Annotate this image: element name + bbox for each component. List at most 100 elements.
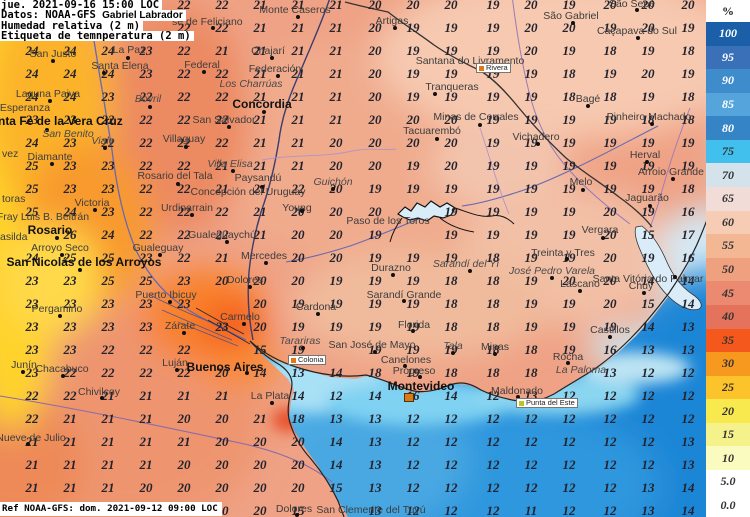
temperature-label: 22 bbox=[63, 388, 77, 403]
city-label: Dolores bbox=[275, 503, 313, 515]
city-dot bbox=[578, 289, 582, 293]
city-dot bbox=[550, 276, 554, 280]
temperature-label: 12 bbox=[486, 388, 500, 403]
temperature-label: 25 bbox=[63, 250, 77, 265]
temperature-label: 19 bbox=[524, 66, 538, 81]
header-variable: Humedad relativa (2 m) bbox=[0, 21, 144, 31]
colorbar-cell: 55 bbox=[706, 234, 750, 258]
temperature-label: 20 bbox=[215, 457, 229, 472]
city-label: sé de Feliciano bbox=[172, 16, 243, 28]
city-dot bbox=[635, 8, 639, 12]
temperature-label: 19 bbox=[329, 296, 343, 311]
city-dot bbox=[175, 368, 179, 372]
temperature-label: 22 bbox=[139, 89, 153, 104]
temperature-label: 19 bbox=[329, 319, 343, 334]
city-dot bbox=[403, 364, 407, 368]
city-label: Puerto Ibicuy bbox=[135, 289, 197, 301]
temperature-label: 15 bbox=[641, 227, 655, 242]
city-label: San Clemente del Tuyú bbox=[316, 504, 426, 516]
city-square-marker bbox=[479, 65, 484, 71]
temperature-label: 20 bbox=[368, 66, 382, 81]
city-label: Montevideo bbox=[387, 379, 455, 393]
temperature-label: 19 bbox=[562, 181, 576, 196]
temperature-label: 19 bbox=[603, 66, 617, 81]
temperature-label: 22 bbox=[215, 204, 229, 219]
city-dot bbox=[316, 312, 320, 316]
temperature-label: 23 bbox=[101, 204, 115, 219]
temperature-label: 21 bbox=[139, 411, 153, 426]
temperature-label: 19 bbox=[406, 342, 420, 357]
temperature-label: 12 bbox=[641, 411, 655, 426]
temperature-label: 18 bbox=[524, 365, 538, 380]
temperature-label: 12 bbox=[603, 434, 617, 449]
city-dot bbox=[645, 160, 649, 164]
temperature-label: 21 bbox=[63, 411, 77, 426]
temperature-label: 21 bbox=[25, 480, 39, 495]
city-label: Rocha bbox=[552, 351, 584, 363]
temperature-label: 21 bbox=[63, 480, 77, 495]
temperature-label: 20 bbox=[368, 112, 382, 127]
city-label: Buenos Aires bbox=[186, 360, 264, 374]
temperature-label: 22 bbox=[177, 43, 191, 58]
temperature-label: 23 bbox=[177, 273, 191, 288]
temperature-label: 21 bbox=[139, 434, 153, 449]
city-label: Young bbox=[282, 202, 312, 214]
temperature-label: 21 bbox=[215, 388, 229, 403]
temperature-label: 20 bbox=[368, 20, 382, 35]
temperature-label: 21 bbox=[291, 0, 305, 12]
temperature-label: 13 bbox=[641, 480, 655, 495]
city-dot bbox=[100, 396, 104, 400]
temperature-label: 12 bbox=[562, 411, 576, 426]
city-label: Viale bbox=[91, 135, 115, 147]
temperature-label: 19 bbox=[603, 20, 617, 35]
header-datetime: jue. 2021-09-16 15:00 LOC bbox=[0, 0, 163, 10]
temperature-label: 22 bbox=[177, 112, 191, 127]
temperature-label: 13 bbox=[641, 342, 655, 357]
temperature-label: 13 bbox=[368, 480, 382, 495]
temperature-label: 19 bbox=[368, 227, 382, 242]
city-dot bbox=[673, 275, 677, 279]
temperature-label: 23 bbox=[63, 296, 77, 311]
temperature-label: 21 bbox=[215, 181, 229, 196]
temperature-label: 21 bbox=[253, 204, 267, 219]
temperature-label: 21 bbox=[215, 158, 229, 173]
city-label: Florida bbox=[397, 319, 431, 331]
temperature-label: 21 bbox=[253, 158, 267, 173]
colorbar-cell: 95 bbox=[706, 45, 750, 70]
temperature-label: 20 bbox=[444, 135, 458, 150]
temperature-label: 23 bbox=[63, 181, 77, 196]
temperature-label: 21 bbox=[253, 43, 267, 58]
temperature-label: 19 bbox=[562, 112, 576, 127]
temperature-label: 23 bbox=[63, 112, 77, 127]
city-label: vez bbox=[2, 148, 19, 160]
temperature-label: 20 bbox=[368, 43, 382, 58]
temperature-label: 23 bbox=[139, 43, 153, 58]
temperature-label: 14 bbox=[641, 319, 655, 334]
temperature-label: 19 bbox=[524, 204, 538, 219]
temperature-label: 23 bbox=[101, 89, 115, 104]
temperature-label: 12 bbox=[444, 480, 458, 495]
temperature-label: 12 bbox=[486, 411, 500, 426]
temperature-label: 23 bbox=[25, 319, 39, 334]
temperature-label: 20 bbox=[641, 20, 655, 35]
temperature-label: 18 bbox=[444, 365, 458, 380]
temperature-label: 20 bbox=[368, 0, 382, 12]
city-dot bbox=[245, 371, 249, 375]
city-label: Lascano bbox=[560, 278, 600, 290]
temperature-label: 19 bbox=[641, 89, 655, 104]
city-label: Santa Fe de la Vera Cruz bbox=[0, 114, 123, 128]
temperature-label: 19 bbox=[603, 135, 617, 150]
temperature-label: 20 bbox=[444, 158, 458, 173]
temperature-label: 24 bbox=[63, 89, 77, 104]
montevideo-marker bbox=[404, 393, 414, 402]
temperature-label: 22 bbox=[215, 20, 229, 35]
temperature-label: 21 bbox=[329, 112, 343, 127]
city-dot bbox=[45, 128, 49, 132]
city-label: Minas bbox=[480, 341, 510, 353]
city-dot bbox=[26, 442, 30, 446]
city-label: Guichón bbox=[313, 176, 353, 188]
temperature-label: 20 bbox=[329, 204, 343, 219]
city-dot bbox=[93, 208, 97, 212]
colorbar-cell: 65 bbox=[706, 187, 750, 211]
temperature-label: 20 bbox=[406, 0, 420, 12]
